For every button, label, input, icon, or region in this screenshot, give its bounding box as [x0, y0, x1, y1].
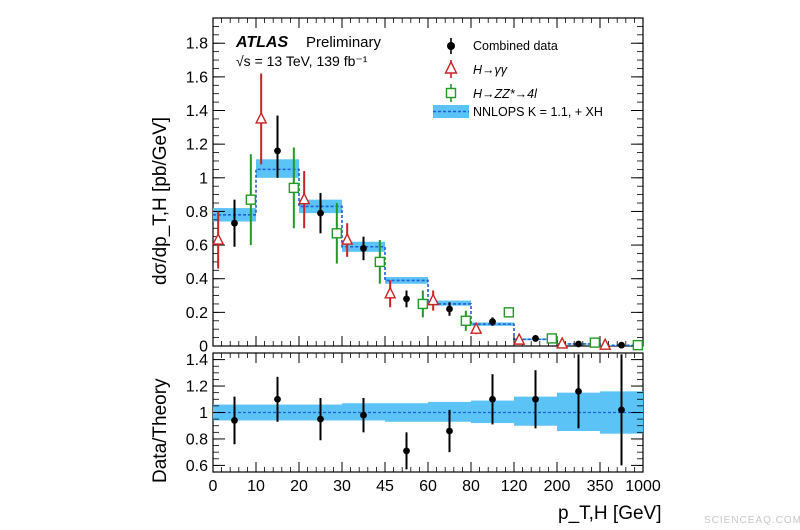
- main-ytick-label-9: 1.8: [186, 36, 208, 53]
- main-ytick-label-6: 1.2: [186, 137, 208, 154]
- main-ytick-label-1: 0.2: [186, 305, 208, 322]
- legend-gamgam-marker: [444, 60, 458, 74]
- ratio-band-bin-4: [385, 403, 428, 422]
- data-point-open-square-bin-5: [460, 315, 472, 326]
- ratio-point-bin-6: [489, 395, 496, 403]
- xtick-label-4: 45: [376, 478, 394, 495]
- ratio-ytick-label-3: 1.2: [186, 379, 208, 396]
- data-point-open-square-bin-3: [374, 256, 386, 268]
- data-point-open-square-bin-9: [632, 339, 644, 351]
- legend: Combined data H→γγ H→ZZ*→4l NNLOPS K = 1…: [433, 38, 603, 119]
- legend-label-zz4l: H→ZZ*→4l: [473, 87, 538, 101]
- ratio-point-bin-3: [360, 411, 367, 419]
- main-ytick-label-5: 1: [199, 170, 208, 187]
- data-point-open-square-bin-8: [589, 337, 601, 348]
- main-ytick-label-2: 0.4: [186, 271, 208, 288]
- data-point-filled-circle-bin-9: [618, 341, 625, 349]
- data-point-open-square-bin-6: [503, 307, 515, 318]
- ratio-ytick-label-2: 1: [199, 405, 208, 422]
- data-point-open-triangle-bin-7: [513, 332, 526, 345]
- data-point-filled-circle-bin-1: [274, 147, 281, 155]
- ratio-data-points: [231, 354, 625, 470]
- y-axis-title-ratio: Data/Theory: [150, 378, 171, 483]
- main-ytick-label-4: 0.8: [186, 204, 208, 221]
- data-point-open-square-bin-4: [417, 298, 429, 310]
- ratio-point-bin-8: [575, 387, 582, 395]
- data-point-filled-circle-bin-6: [489, 318, 496, 326]
- main-data-points: [212, 73, 644, 351]
- legend-entry-theory: NNLOPS K = 1.1, + XH: [433, 105, 603, 119]
- xtick-label-10: 1000: [625, 478, 661, 495]
- data-point-filled-circle-bin-5: [446, 305, 453, 313]
- legend-entry-gamgam: H→γγ: [444, 60, 508, 78]
- data-point-open-triangle-bin-3: [341, 232, 354, 245]
- xtick-label-3: 30: [333, 478, 351, 495]
- data-point-open-square-bin-7: [546, 333, 558, 344]
- data-point-open-triangle-bin-6: [470, 321, 483, 334]
- legend-entry-zz4l: H→ZZ*→4l: [445, 84, 538, 102]
- main-ytick-label-3: 0.6: [186, 238, 208, 255]
- theory-band-bin-4: [385, 277, 428, 284]
- data-point-filled-circle-bin-7: [532, 335, 539, 342]
- data-point-open-triangle-bin-1: [255, 111, 268, 124]
- watermark-label: SCIENCEAQ.COM: [704, 515, 800, 526]
- ratio-point-bin-5: [446, 427, 453, 435]
- xtick-label-2: 20: [290, 478, 308, 495]
- main-axis-ticks: 0 0.2 0.4 0.6 0.8 1 1.2 1.4 1.6 1.8: [186, 17, 644, 356]
- data-point-open-triangle-bin-8: [556, 336, 569, 349]
- data-point-filled-circle-bin-8: [575, 340, 582, 348]
- xtick-label-6: 80: [462, 478, 480, 495]
- main-ytick-label-8: 1.6: [186, 69, 208, 86]
- data-point-filled-circle-bin-0: [231, 219, 238, 227]
- xtick-label-9: 350: [587, 478, 614, 495]
- data-point-filled-circle-bin-2: [317, 209, 324, 217]
- data-point-open-square-bin-2: [331, 228, 343, 239]
- main-ytick-label-0: 0: [199, 339, 208, 356]
- ratio-ytick-label-1: 0.8: [186, 431, 208, 448]
- ratio-point-bin-0: [231, 417, 238, 424]
- data-point-open-square-bin-0: [245, 194, 257, 205]
- ratio-ytick-label-0: 0.6: [186, 458, 208, 475]
- main-ytick-label-7: 1.4: [186, 103, 208, 120]
- data-point-open-triangle-bin-9: [599, 337, 612, 350]
- ratio-ytick-label-4: 1.4: [186, 352, 208, 369]
- energy-lumi-label: √s = 13 TeV, 139 fb⁻¹: [236, 53, 368, 69]
- xtick-label-1: 10: [247, 478, 265, 495]
- status-label: Preliminary: [306, 34, 382, 51]
- xtick-label-0: 0: [209, 478, 218, 495]
- legend-data-marker: [447, 42, 455, 50]
- theory-line-main: [213, 168, 643, 347]
- xtick-label-8: 200: [544, 478, 571, 495]
- data-point-open-square-bin-1: [288, 182, 300, 194]
- data-point-open-triangle-bin-0: [212, 232, 225, 245]
- legend-label-gamgam: H→γγ: [473, 63, 508, 77]
- data-point-filled-circle-bin-3: [360, 245, 367, 252]
- ratio-axis-ticks: 0.6 0.8 1 1.2 1.4 0 10 20 30 45 60 80 120 200 350 1000: [186, 352, 661, 495]
- ratio-point-bin-4: [403, 447, 410, 455]
- y-axis-title-main: dσ/dp_T,H [pb/GeV]: [150, 117, 171, 285]
- ratio-point-bin-1: [274, 395, 281, 403]
- ratio-point-bin-7: [532, 395, 539, 403]
- xtick-label-7: 120: [501, 478, 528, 495]
- theory-step-line: [213, 168, 643, 347]
- legend-entry-combined-data: Combined data: [447, 38, 558, 54]
- data-point-open-triangle-bin-5: [427, 293, 440, 306]
- experiment-label: ATLAS: [235, 34, 288, 51]
- data-point-open-triangle-bin-4: [384, 286, 397, 299]
- data-point-filled-circle-bin-4: [403, 295, 410, 303]
- legend-zz4l-marker: [445, 87, 457, 99]
- ratio-point-bin-2: [317, 415, 324, 423]
- legend-label-data: Combined data: [473, 39, 558, 53]
- x-axis-title: p_T,H [GeV]: [558, 503, 662, 524]
- theory-band-main: [213, 159, 643, 346]
- legend-label-theory: NNLOPS K = 1.1, + XH: [473, 105, 603, 119]
- xtick-label-5: 60: [419, 478, 437, 495]
- ratio-point-bin-9: [618, 406, 625, 414]
- data-point-open-triangle-bin-2: [298, 192, 311, 205]
